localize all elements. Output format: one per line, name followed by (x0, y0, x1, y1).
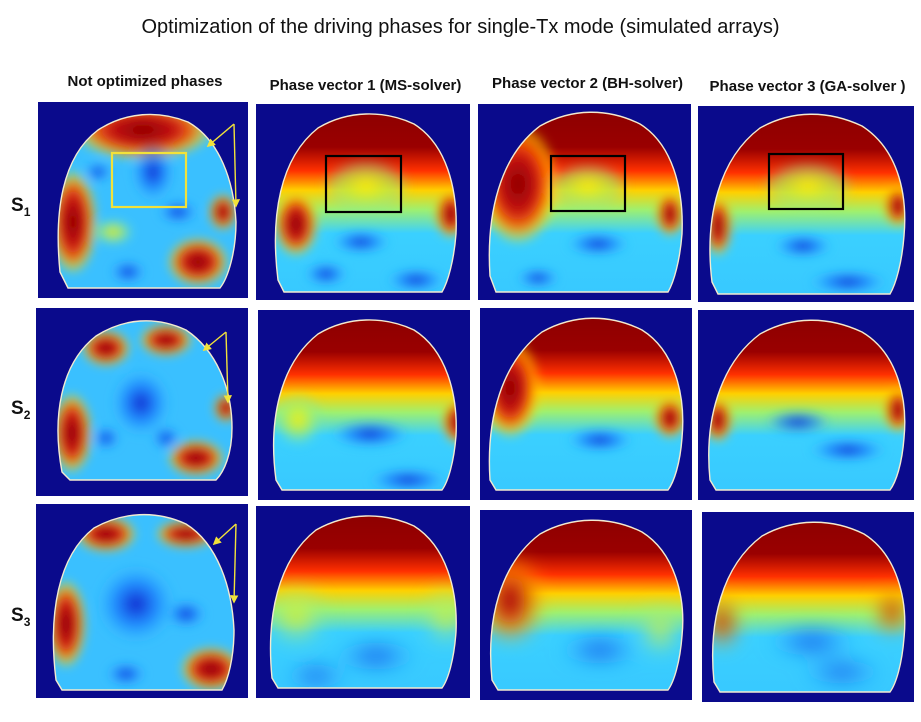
roi-box-black (549, 154, 627, 213)
row-label-s1: S1 (11, 195, 31, 219)
map-s3-bh-solver (480, 510, 692, 700)
row-label-s2: S2 (11, 398, 31, 422)
col-header-ga-solver: Phase vector 3 (GA-solver ) (709, 78, 906, 95)
map-s1-ga-solver (698, 106, 914, 302)
map-s1-bh-solver (478, 104, 691, 300)
arrow-icon (202, 331, 227, 352)
arrow-icon (212, 523, 237, 546)
map-s3-ga-solver (702, 512, 914, 702)
col-header-bh-solver: Phase vector 2 (BH-solver) (492, 75, 683, 92)
roi-box-black (324, 154, 403, 214)
col-header-not-optimized: Not optimized phases (67, 73, 223, 90)
map-s2-not-optimized (36, 308, 248, 496)
roi-box-black (767, 152, 845, 211)
map-s3-not-optimized (36, 504, 248, 698)
col-header-ms-solver: Phase vector 1 (MS-solver) (269, 77, 462, 94)
map-s2-ga-solver (698, 310, 914, 500)
map-s3-ms-solver (256, 506, 470, 698)
arrow-icon (206, 123, 235, 148)
row-label-s3: S3 (11, 605, 31, 629)
map-s2-bh-solver (480, 308, 692, 500)
roi-box-yellow (110, 151, 188, 209)
map-s1-not-optimized (38, 102, 248, 298)
map-s2-ms-solver (258, 310, 470, 500)
map-s1-ms-solver (256, 104, 470, 300)
figure-title: Optimization of the driving phases for s… (141, 16, 780, 38)
